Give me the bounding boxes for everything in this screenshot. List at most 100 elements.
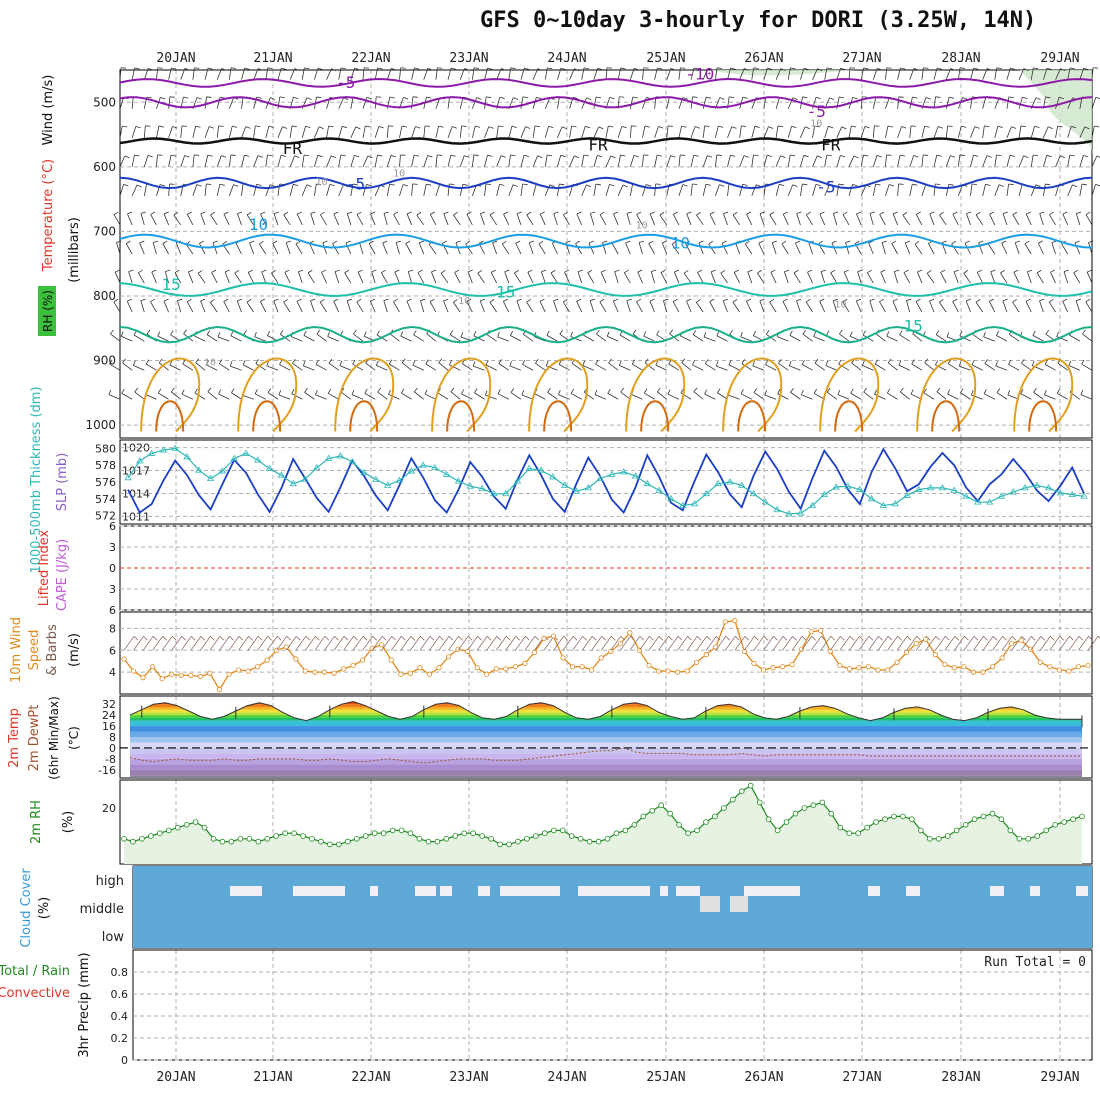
surface-barb: [200, 636, 211, 651]
surface-barb: [983, 636, 988, 641]
rh-marker: [1034, 833, 1041, 839]
wind-barb: [1062, 213, 1069, 226]
wind-barb: [369, 300, 376, 313]
wind-barb: [557, 155, 562, 167]
wind-barb: [362, 125, 366, 138]
surface-barb: [534, 636, 540, 641]
wind-barb: [485, 360, 489, 365]
wind-barb: [443, 213, 449, 226]
wind-barb: [898, 364, 910, 371]
wind-barb: [183, 329, 188, 334]
wind-barb: [196, 97, 202, 100]
thickness-marker: [407, 467, 415, 474]
cloud-clear-high: [744, 886, 800, 896]
wind-barb: [1018, 125, 1022, 138]
wind-barb: [933, 126, 939, 138]
wind-barb: [643, 388, 648, 394]
wind-barb: [315, 394, 327, 400]
wind-barb: [145, 394, 157, 400]
ylabel-thickness: 1000-500mb Thickness (dm): [29, 386, 44, 573]
wind-barb: [683, 272, 692, 284]
wind-barb: [637, 269, 643, 273]
thickness-marker: [997, 492, 1006, 499]
wind-barb: [216, 125, 220, 138]
surface-barb: [142, 636, 154, 651]
surface-barb: [791, 636, 803, 651]
wind-barb: [122, 362, 133, 371]
cloud-clear-high: [230, 886, 245, 896]
surface-barb: [840, 636, 845, 641]
rh-marker: [318, 838, 324, 845]
thickness-marker: [1056, 489, 1065, 496]
wind-barb: [350, 155, 355, 167]
wind-barb: [386, 68, 392, 80]
wind-barb: [899, 387, 904, 393]
wind-barb: [532, 184, 537, 196]
wind-barb: [119, 67, 122, 80]
wind-barb: [328, 393, 339, 400]
thickness-marker: [478, 484, 486, 492]
wind-barb: [986, 68, 992, 71]
contour-freezing: [119, 137, 1093, 145]
wind-barb: [315, 359, 319, 365]
wind-barb: [911, 363, 923, 371]
wind-barb: [510, 330, 514, 336]
wind-barb: [501, 243, 510, 255]
wind-barb: [272, 243, 279, 255]
ylabel-speed: Speed: [27, 630, 42, 671]
wind-barb: [168, 67, 172, 80]
wind-barb: [242, 364, 254, 371]
wind-barb: [801, 389, 804, 395]
wind-barb: [165, 269, 171, 272]
wind-barb: [368, 240, 374, 244]
wind-barb: [831, 242, 838, 255]
wind-barb: [720, 269, 726, 274]
wind-speed-marker: [121, 656, 127, 662]
thickness-marker: [655, 486, 663, 493]
wind-barb: [1081, 183, 1087, 186]
wind-barb: [423, 68, 429, 80]
wind-speed-marker: [360, 657, 366, 663]
surface-barb: [916, 636, 921, 641]
wind-barb: [964, 240, 970, 244]
cloud-clear-high: [1030, 886, 1040, 896]
temp-band: [130, 717, 1082, 721]
wind-barb: [802, 333, 813, 342]
wind-barb: [1076, 298, 1082, 302]
wind-barb: [655, 360, 659, 366]
wind-barb: [970, 155, 974, 167]
wind-barb: [716, 335, 728, 342]
rh-marker: [998, 816, 1005, 822]
rh-marker: [550, 827, 557, 834]
wind-barb: [1074, 242, 1081, 255]
wind-barb: [690, 183, 693, 196]
wind-barb: [606, 331, 610, 337]
wind-barb: [497, 389, 501, 394]
surface-barb: [1050, 636, 1055, 641]
wind-barb: [365, 125, 371, 128]
wind-barb: [156, 154, 158, 167]
wind-barb: [291, 125, 297, 128]
surface-barb: [1001, 636, 1013, 651]
wind-barb: [1037, 242, 1044, 255]
wind-barb: [904, 242, 911, 255]
wind-barb: [116, 242, 121, 255]
wind-barb: [435, 126, 439, 138]
surface-barb: [801, 636, 807, 641]
surface-barb: [419, 636, 431, 651]
wind-barb: [200, 213, 206, 226]
wind-barb: [466, 214, 473, 226]
wind-barb: [520, 155, 525, 167]
rh-marker: [935, 835, 942, 842]
wind-barb: [1010, 67, 1016, 70]
wind-barb: [780, 68, 786, 71]
surface-barb: [1021, 636, 1026, 641]
wind-speed-marker: [398, 671, 404, 677]
wind-barb: [654, 126, 659, 138]
wind-barb: [850, 388, 854, 394]
thickness-marker: [372, 475, 380, 482]
wind-barb: [216, 96, 221, 109]
contour-30: [737, 400, 767, 432]
surface-barb: [410, 636, 416, 641]
wind-barb: [437, 67, 443, 69]
